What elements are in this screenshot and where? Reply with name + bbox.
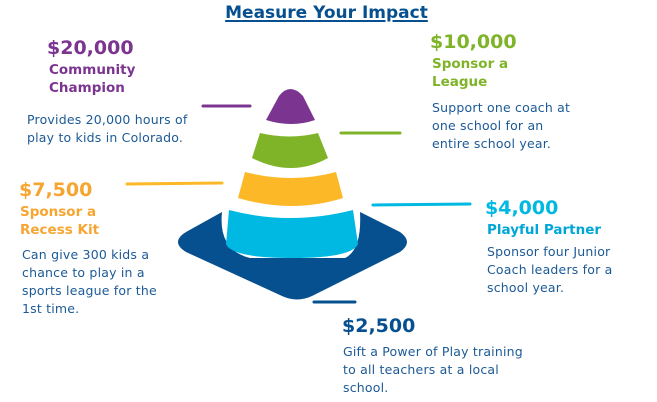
amount: $10,000 bbox=[430, 31, 517, 53]
level-name: Community Champion bbox=[49, 61, 135, 97]
level-name: Sponsor a Recess Kit bbox=[20, 203, 157, 239]
level-name: Sponsor a League bbox=[432, 55, 570, 91]
desc-line: play to kids in Colorado. bbox=[27, 130, 184, 145]
name-line: Recess Kit bbox=[20, 222, 100, 238]
name-line: Sponsor a bbox=[20, 204, 97, 220]
desc-line: school. bbox=[343, 380, 389, 395]
name-line: League bbox=[432, 74, 488, 90]
desc-line: sports league for the bbox=[22, 283, 157, 298]
title-text: Measure Your Impact bbox=[225, 3, 428, 23]
name-line: Sponsor a bbox=[432, 56, 509, 72]
cone-stripe-cyan bbox=[226, 210, 358, 258]
page-title: Measure Your Impact bbox=[0, 3, 657, 23]
level-10000: $10,000 Sponsor a League Support one coac… bbox=[430, 31, 570, 153]
desc-line: Gift a Power of Play training bbox=[343, 344, 523, 359]
desc-line: 1st time. bbox=[22, 301, 80, 316]
desc-line: Sponsor four Junior bbox=[487, 244, 611, 259]
description: Support one coach at one school for an ent… bbox=[432, 99, 570, 153]
amount: $7,500 bbox=[19, 179, 93, 201]
desc-line: one school for an bbox=[432, 118, 544, 133]
level-2500: $2,500 Gift a Power of Play training to a… bbox=[342, 315, 523, 397]
desc-line: to all teachers at a local bbox=[343, 362, 499, 377]
description: Sponsor four Junior Coach leaders for a sc… bbox=[487, 243, 613, 297]
description: Gift a Power of Play training to all teac… bbox=[343, 343, 523, 397]
level-4000: $4,000 Playful Partner Sponsor four Juni… bbox=[485, 197, 613, 297]
desc-line: school year. bbox=[487, 280, 565, 295]
cone-base bbox=[178, 212, 407, 300]
desc-line: chance to play in a bbox=[22, 265, 145, 280]
desc-line: entire school year. bbox=[432, 136, 552, 151]
cone-stripe-green bbox=[252, 133, 328, 168]
desc-line: Coach leaders for a bbox=[487, 262, 613, 277]
connector-cyan bbox=[371, 202, 472, 207]
name-line: Champion bbox=[49, 80, 125, 96]
amount: $4,000 bbox=[485, 197, 559, 219]
amount: $20,000 bbox=[47, 37, 134, 59]
desc-line: Support one coach at bbox=[432, 100, 571, 115]
level-7500: $7,500 Sponsor a Recess Kit Can give 300 … bbox=[19, 179, 157, 318]
level-20000-description: Provides 20,000 hours of play to kids in … bbox=[27, 111, 188, 147]
amount: $2,500 bbox=[342, 315, 416, 337]
level-name: Playful Partner bbox=[487, 222, 602, 238]
desc-line: Provides 20,000 hours of bbox=[27, 112, 188, 127]
name-line: Community bbox=[49, 62, 136, 78]
cone-tip-purple bbox=[266, 89, 315, 124]
level-20000: $20,000 Community Champion bbox=[47, 37, 135, 97]
cone-stripe-yellow bbox=[238, 172, 343, 206]
connector-yellow bbox=[125, 181, 224, 186]
desc-line: Can give 300 kids a bbox=[22, 247, 150, 262]
description: Can give 300 kids a chance to play in a sp… bbox=[22, 246, 157, 318]
